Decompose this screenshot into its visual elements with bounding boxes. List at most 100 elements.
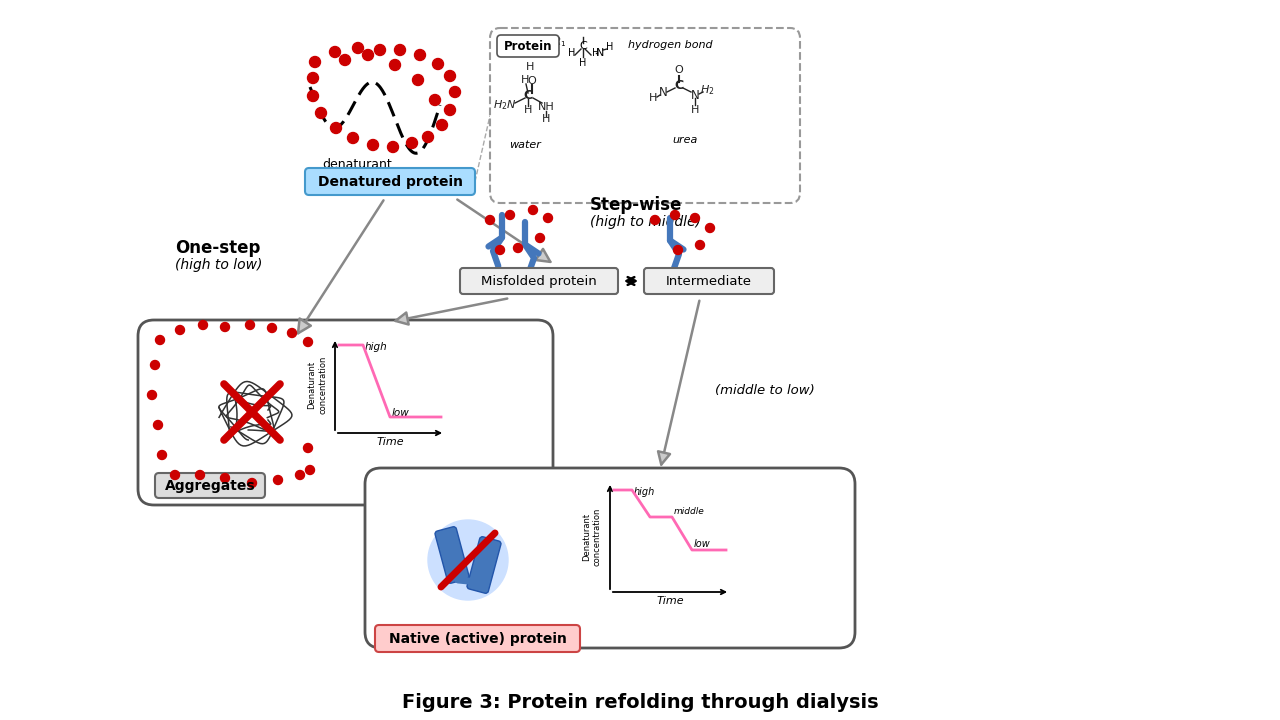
Text: H: H: [691, 105, 699, 115]
Circle shape: [529, 205, 538, 215]
Circle shape: [303, 338, 312, 346]
Circle shape: [330, 122, 342, 133]
Text: water: water: [509, 140, 541, 150]
Circle shape: [296, 470, 305, 480]
FancyBboxPatch shape: [155, 473, 265, 498]
Circle shape: [695, 240, 704, 250]
Circle shape: [495, 246, 504, 254]
Circle shape: [444, 104, 456, 115]
Circle shape: [246, 320, 255, 330]
Circle shape: [449, 86, 461, 97]
Text: Misfolded protein: Misfolded protein: [481, 274, 596, 287]
Text: H: H: [649, 93, 657, 103]
FancyBboxPatch shape: [365, 468, 855, 648]
Circle shape: [220, 474, 229, 482]
Text: $R_1$: $R_1$: [553, 35, 567, 49]
Circle shape: [303, 444, 312, 452]
Circle shape: [436, 120, 448, 130]
Circle shape: [389, 60, 401, 71]
Text: Aggregates: Aggregates: [165, 479, 255, 492]
Text: urea: urea: [672, 135, 698, 145]
Text: high: high: [365, 342, 388, 352]
Text: H: H: [607, 42, 613, 52]
Circle shape: [288, 328, 297, 338]
Circle shape: [310, 56, 320, 68]
FancyBboxPatch shape: [138, 320, 553, 505]
Text: H: H: [521, 75, 529, 85]
Text: Step-wise: Step-wise: [590, 196, 682, 214]
Text: high: high: [634, 487, 655, 497]
Text: C: C: [579, 41, 586, 51]
Text: Denatured protein: Denatured protein: [317, 174, 462, 189]
Circle shape: [412, 74, 424, 86]
Text: (high to middle): (high to middle): [590, 215, 701, 229]
Circle shape: [430, 94, 440, 106]
Text: low: low: [694, 539, 710, 549]
Circle shape: [329, 47, 340, 58]
Circle shape: [307, 91, 319, 102]
Ellipse shape: [428, 520, 508, 600]
Circle shape: [155, 336, 165, 344]
Circle shape: [339, 55, 351, 66]
Text: Native (active) protein: Native (active) protein: [389, 631, 567, 646]
Circle shape: [157, 451, 166, 459]
Circle shape: [147, 390, 156, 400]
Circle shape: [513, 243, 522, 253]
Text: NH: NH: [538, 102, 554, 112]
Text: H: H: [593, 48, 600, 58]
Circle shape: [671, 210, 680, 220]
Text: Figure 3: Protein refolding through dialysis: Figure 3: Protein refolding through dial…: [402, 693, 878, 713]
Text: Protein: Protein: [504, 40, 552, 53]
Circle shape: [367, 140, 379, 150]
Text: $H_2$: $H_2$: [700, 83, 714, 97]
Text: (middle to low): (middle to low): [716, 384, 815, 397]
Circle shape: [198, 320, 207, 330]
Text: middle: middle: [675, 507, 705, 516]
Circle shape: [650, 215, 659, 225]
Circle shape: [705, 223, 714, 233]
Text: H: H: [526, 62, 534, 72]
Circle shape: [307, 73, 319, 84]
Circle shape: [673, 246, 682, 254]
Circle shape: [544, 214, 553, 222]
Circle shape: [220, 323, 229, 331]
Circle shape: [196, 470, 205, 480]
FancyBboxPatch shape: [497, 35, 559, 57]
Circle shape: [433, 58, 443, 70]
Text: H: H: [580, 58, 586, 68]
Text: Denaturant
concentration: Denaturant concentration: [307, 356, 326, 414]
Text: N: N: [595, 48, 604, 58]
Circle shape: [422, 132, 434, 143]
Circle shape: [352, 42, 364, 53]
Circle shape: [362, 50, 374, 60]
Circle shape: [388, 142, 398, 153]
Text: C: C: [524, 89, 532, 102]
Circle shape: [415, 50, 425, 60]
FancyBboxPatch shape: [490, 28, 800, 203]
Text: (high to low): (high to low): [175, 258, 262, 272]
Circle shape: [306, 466, 315, 474]
FancyBboxPatch shape: [375, 625, 580, 652]
Circle shape: [175, 325, 184, 335]
Circle shape: [274, 475, 283, 485]
FancyBboxPatch shape: [435, 527, 468, 583]
Text: Denaturant
concentration: Denaturant concentration: [582, 508, 602, 566]
FancyBboxPatch shape: [460, 268, 618, 294]
Circle shape: [347, 132, 358, 143]
Circle shape: [375, 45, 385, 55]
Text: $H_2N$: $H_2N$: [493, 98, 517, 112]
Text: O: O: [675, 65, 684, 75]
Text: H: H: [568, 48, 576, 58]
Text: low: low: [392, 408, 410, 418]
Circle shape: [151, 361, 160, 369]
FancyBboxPatch shape: [467, 536, 500, 593]
Text: Time: Time: [376, 437, 403, 447]
Text: N: N: [691, 89, 699, 102]
Circle shape: [690, 214, 699, 222]
Text: Time: Time: [657, 596, 684, 606]
Circle shape: [170, 470, 179, 480]
Text: N: N: [659, 86, 667, 99]
Text: hydrogen bond: hydrogen bond: [627, 40, 712, 50]
Circle shape: [268, 323, 276, 333]
Circle shape: [444, 71, 456, 81]
